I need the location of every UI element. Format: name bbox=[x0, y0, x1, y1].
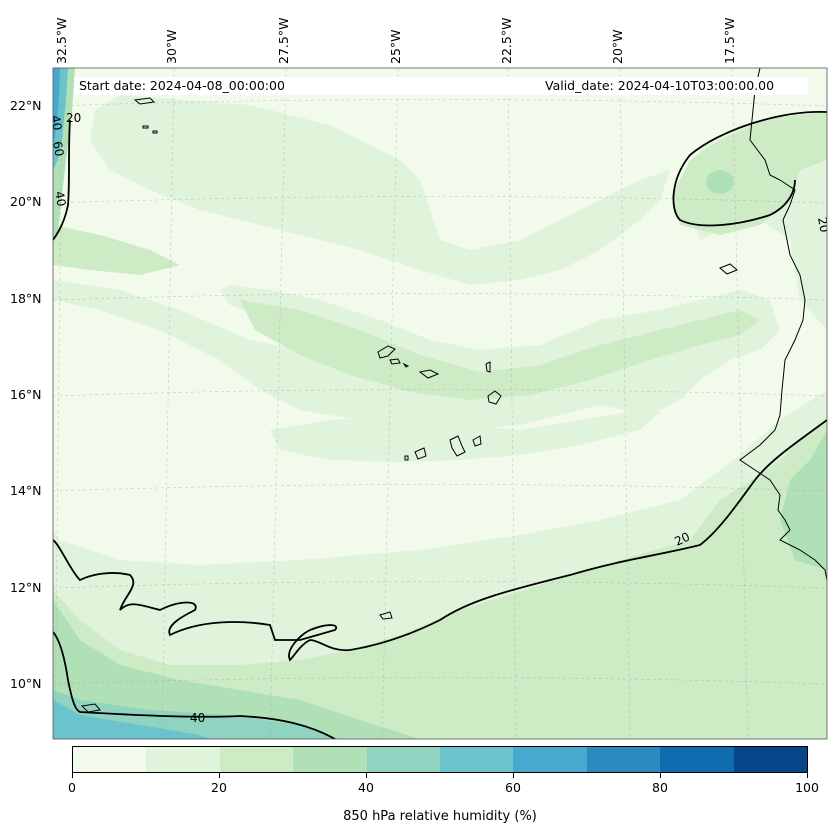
colorbar bbox=[72, 746, 808, 773]
colorbar-segment bbox=[366, 747, 441, 772]
lat-label: 10°N bbox=[10, 676, 42, 691]
contour-lines bbox=[53, 111, 827, 739]
humidity-20-30-region bbox=[672, 112, 827, 235]
lat-label: 18°N bbox=[10, 291, 42, 306]
colorbar-tick bbox=[660, 773, 661, 778]
lon-label: 27.5°W bbox=[276, 17, 291, 64]
colorbar-label: 850 hPa relative humidity (%) bbox=[343, 809, 537, 824]
colorbar-tick-label: 20 bbox=[211, 780, 227, 795]
lon-label: 20°W bbox=[610, 29, 625, 64]
colorbar-segment bbox=[73, 747, 147, 772]
lat-label: 20°N bbox=[10, 194, 42, 209]
colorbar-tick-label: 100 bbox=[795, 780, 819, 795]
colorbar-tick bbox=[807, 773, 808, 778]
lat-label: 12°N bbox=[10, 580, 42, 595]
colorbar-tick bbox=[72, 773, 73, 778]
contour-label: 40 bbox=[52, 190, 68, 207]
colorbar-segment bbox=[440, 747, 514, 772]
lat-label: 16°N bbox=[10, 387, 42, 402]
humidity-60-80-region bbox=[53, 68, 60, 150]
colorbar-segment bbox=[219, 747, 294, 772]
lon-label: 32.5°W bbox=[54, 17, 69, 64]
contour-label: 40 bbox=[48, 114, 64, 131]
humidity-20-30-region bbox=[53, 225, 180, 275]
humidity-10-20-band bbox=[90, 95, 670, 285]
map-frame bbox=[52, 67, 828, 740]
colorbar-tick bbox=[513, 773, 514, 778]
colorbar-tick-label: 0 bbox=[68, 780, 76, 795]
colorbar-segment bbox=[513, 747, 587, 772]
colorbar-tick bbox=[366, 773, 367, 778]
humidity-30-40-region bbox=[706, 170, 734, 194]
colorbar-segment bbox=[660, 747, 734, 772]
contour-labels: 20 40 40 60 20 40 20 bbox=[48, 111, 831, 725]
coastlines bbox=[80, 68, 827, 713]
humidity-50-60-region bbox=[53, 700, 210, 739]
humidity-20-30-region bbox=[53, 420, 827, 739]
humidity-30-40-region bbox=[53, 600, 420, 739]
start-date-label: Start date: 2024-04-08_00:00:00 bbox=[79, 77, 285, 95]
humidity-10-20-band bbox=[270, 410, 660, 462]
lat-label: 22°N bbox=[10, 98, 42, 113]
contour-label: 60 bbox=[50, 140, 66, 157]
colorbar-segment bbox=[586, 747, 661, 772]
contour-label: 40 bbox=[190, 711, 205, 725]
colorbar-tick-label: 80 bbox=[652, 780, 668, 795]
humidity-30-40-region bbox=[780, 430, 827, 570]
colorbar-segment bbox=[293, 747, 367, 772]
graticule bbox=[53, 68, 827, 739]
contour-label: 20 bbox=[672, 530, 692, 549]
valid-date-label: Valid_date: 2024-04-10T03:00:00.00 bbox=[545, 77, 775, 95]
colorbar-tick-label: 60 bbox=[505, 780, 521, 795]
colorbar-tick-label: 40 bbox=[358, 780, 374, 795]
contour-label: 20 bbox=[66, 111, 81, 125]
lon-label: 25°W bbox=[388, 29, 403, 64]
colorbar-tick bbox=[219, 773, 220, 778]
lat-label: 14°N bbox=[10, 483, 42, 498]
contour-label: 20 bbox=[815, 216, 831, 233]
lon-label: 30°W bbox=[164, 29, 179, 64]
lon-label: 22.5°W bbox=[499, 17, 514, 64]
colorbar-segment bbox=[146, 747, 220, 772]
colorbar-segment bbox=[733, 747, 808, 772]
humidity-20-30-region bbox=[240, 300, 760, 400]
lon-label: 17.5°W bbox=[722, 17, 737, 64]
